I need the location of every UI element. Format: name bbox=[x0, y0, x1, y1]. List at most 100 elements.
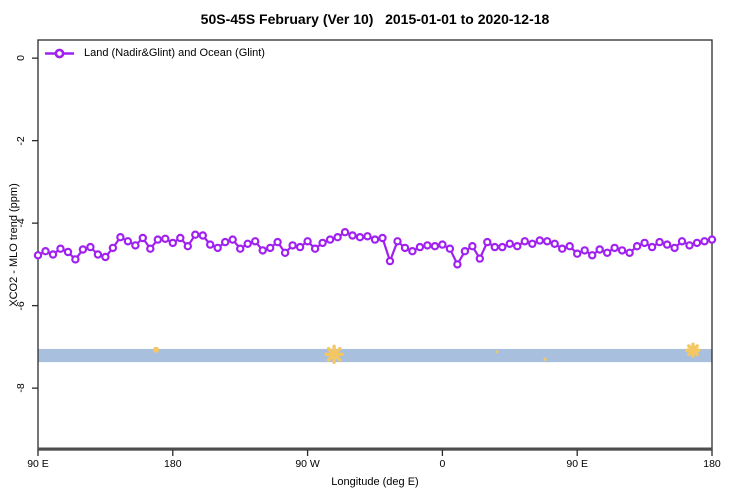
data-point bbox=[438, 240, 447, 249]
data-point bbox=[655, 237, 664, 247]
data-point bbox=[288, 241, 297, 250]
data-point bbox=[303, 237, 312, 246]
data-point bbox=[41, 246, 50, 256]
data-point bbox=[131, 241, 140, 250]
data-point bbox=[56, 244, 65, 253]
data-point bbox=[647, 242, 657, 252]
x-tick-label: 0 bbox=[439, 458, 446, 470]
data-point bbox=[250, 237, 260, 246]
data-point bbox=[78, 245, 88, 254]
y-axis-label: XCO2 - MLO trend (ppm) bbox=[8, 183, 20, 307]
x-axis-label: Longitude (deg E) bbox=[331, 476, 419, 488]
data-point bbox=[707, 235, 717, 244]
data-point bbox=[677, 237, 687, 246]
data-point bbox=[393, 237, 402, 246]
data-point bbox=[460, 246, 470, 256]
data-point bbox=[498, 242, 507, 252]
data-point bbox=[295, 242, 305, 252]
data-point bbox=[408, 246, 417, 256]
data-point bbox=[220, 237, 230, 247]
x-tick-label: 90 E bbox=[566, 458, 588, 470]
data-point bbox=[176, 233, 185, 243]
data-point bbox=[588, 251, 597, 260]
data-point bbox=[191, 230, 200, 239]
y-tick-label: -4 bbox=[15, 218, 27, 228]
data-point bbox=[565, 241, 574, 251]
data-point bbox=[580, 246, 589, 255]
data-point bbox=[550, 239, 559, 248]
data-point bbox=[86, 242, 95, 252]
x-tick-label: 180 bbox=[164, 458, 182, 470]
data-point bbox=[228, 235, 237, 244]
data-point bbox=[310, 244, 320, 253]
data-point bbox=[205, 240, 215, 249]
y-tick-label: -6 bbox=[15, 300, 27, 311]
data-point bbox=[146, 244, 155, 253]
data-point bbox=[513, 241, 522, 251]
data-point bbox=[340, 227, 350, 237]
data-point bbox=[243, 239, 252, 248]
data-point bbox=[415, 242, 425, 252]
data-point bbox=[108, 243, 118, 253]
data-point bbox=[363, 232, 372, 241]
legend-circle-marker-icon bbox=[54, 48, 65, 59]
data-point bbox=[213, 243, 222, 253]
data-point bbox=[445, 244, 455, 253]
chart-title: 50S-45S February (Ver 10) 2015-01-01 to … bbox=[200, 11, 550, 27]
data-point bbox=[662, 240, 672, 249]
data-point bbox=[318, 238, 327, 248]
data-point bbox=[138, 233, 147, 243]
x-tick-label: 90 E bbox=[27, 458, 49, 470]
data-point bbox=[258, 246, 267, 255]
legend-label: Land (Nadir&Glint) and Ocean (Glint) bbox=[84, 47, 265, 59]
data-point bbox=[543, 237, 552, 246]
data-point bbox=[123, 237, 133, 246]
data-point bbox=[280, 248, 290, 257]
data-point bbox=[453, 260, 462, 269]
data-point bbox=[475, 254, 484, 263]
data-point bbox=[430, 241, 440, 251]
data-point bbox=[33, 251, 43, 260]
data-point bbox=[603, 248, 612, 257]
data-point bbox=[595, 245, 604, 254]
data-point bbox=[640, 238, 649, 248]
data-point bbox=[423, 241, 432, 250]
x-tick-label: 90 W bbox=[295, 458, 320, 470]
data-point bbox=[573, 249, 582, 258]
data-point bbox=[483, 237, 492, 247]
data-point bbox=[400, 243, 410, 253]
data-point bbox=[468, 241, 477, 251]
data-point bbox=[168, 238, 177, 248]
flag-dot-icon bbox=[495, 350, 499, 354]
data-point bbox=[273, 237, 282, 247]
data-point bbox=[385, 256, 395, 266]
y-tick-label: -2 bbox=[15, 135, 27, 146]
data-point bbox=[378, 233, 387, 243]
data-point bbox=[63, 247, 73, 257]
data-point bbox=[71, 255, 80, 264]
data-point bbox=[333, 232, 342, 242]
data-point bbox=[610, 243, 619, 253]
data-point bbox=[348, 231, 357, 240]
data-point bbox=[266, 243, 275, 253]
data-point bbox=[670, 243, 679, 253]
data-point bbox=[116, 232, 125, 242]
flag-star-icon bbox=[329, 349, 339, 359]
data-point bbox=[625, 248, 634, 257]
data-point bbox=[692, 238, 702, 248]
y-tick-label: -8 bbox=[15, 383, 27, 393]
x-tick-label: 180 bbox=[703, 458, 721, 470]
data-point bbox=[161, 234, 170, 243]
data-point bbox=[101, 252, 110, 262]
data-point bbox=[153, 235, 162, 244]
data-point bbox=[490, 242, 499, 252]
data-point bbox=[685, 241, 694, 250]
flag-star-icon bbox=[689, 346, 697, 354]
data-point bbox=[520, 237, 530, 246]
data-point bbox=[617, 246, 627, 255]
data-point bbox=[235, 244, 245, 253]
data-point bbox=[325, 235, 335, 244]
threshold-band bbox=[38, 348, 712, 363]
